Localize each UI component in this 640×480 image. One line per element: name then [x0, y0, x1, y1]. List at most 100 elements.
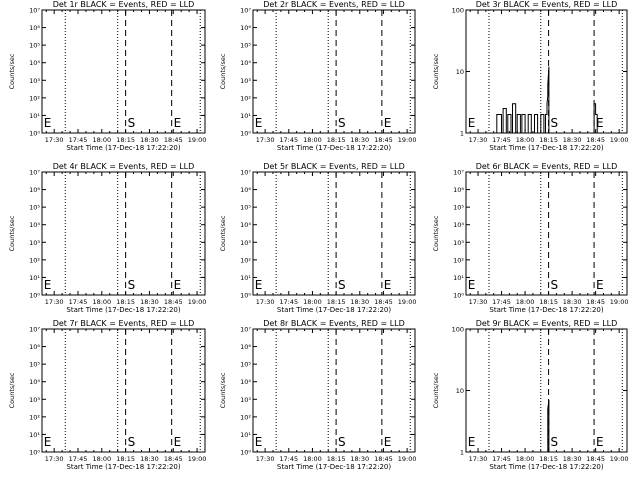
y-tick-label: 10⁰	[240, 130, 251, 138]
y-axis-label: Counts/sec	[432, 215, 440, 251]
marker-label: E	[384, 435, 392, 449]
marker-label: S	[338, 435, 346, 449]
y-axis-label: Counts/sec	[8, 53, 16, 89]
x-tick-label: 19:00	[188, 455, 207, 463]
x-axis-label: Start Time (17-Dec-18 17:22:20)	[489, 463, 603, 471]
x-axis-label: Start Time (17-Dec-18 17:22:20)	[489, 306, 603, 314]
plot-frame	[252, 328, 416, 453]
marker-label: E	[174, 116, 182, 130]
y-tick-label: 10¹	[29, 112, 40, 120]
y-tick-label: 10¹	[29, 274, 40, 282]
x-tick-label: 18:30	[140, 136, 159, 144]
y-tick-label: 10²	[240, 94, 251, 102]
y-tick-label: 10⁴	[240, 378, 251, 386]
y-axis-label: Counts/sec	[432, 372, 440, 408]
y-tick-label: 10⁷	[240, 326, 251, 334]
y-tick-label: 10⁴	[29, 378, 40, 386]
y-tick-label: 10⁷	[29, 169, 40, 177]
x-tick-label: 17:30	[45, 136, 64, 144]
x-tick-label: 18:00	[303, 298, 322, 306]
x-tick-label: 18:00	[92, 136, 111, 144]
y-tick-label: 10⁷	[29, 326, 40, 334]
y-axis-label: Counts/sec	[8, 215, 16, 251]
x-tick-label: 18:45	[374, 455, 393, 463]
x-tick-label: 18:00	[303, 136, 322, 144]
detector-panel: Det 9r BLACK = Events, RED = LLD E S E 17:30…	[432, 319, 629, 471]
x-tick-label: 18:00	[92, 298, 111, 306]
x-axis-label: Start Time (17-Dec-18 17:22:20)	[277, 144, 391, 152]
marker-label: S	[338, 116, 346, 130]
y-tick-label: 10²	[453, 256, 464, 264]
y-axis-label: Counts/sec	[219, 215, 227, 251]
marker-label: E	[174, 435, 182, 449]
marker-label: E	[468, 435, 476, 449]
x-tick-label: 19:00	[188, 136, 207, 144]
marker-label: E	[596, 278, 604, 292]
x-tick-label: 18:00	[516, 298, 535, 306]
data-series-line	[547, 399, 550, 452]
y-axis-label: Counts/sec	[8, 372, 16, 408]
x-tick-label: 17:30	[469, 455, 488, 463]
marker-label: E	[44, 435, 52, 449]
detector-panel: Det 4r BLACK = Events, RED = LLD E S E 17:30…	[8, 162, 206, 314]
x-tick-label: 17:45	[492, 298, 511, 306]
y-tick-label: 10⁷	[29, 7, 40, 15]
plot-frame	[252, 9, 416, 134]
y-tick-label: 10⁴	[240, 221, 251, 229]
y-tick-label: 10⁵	[29, 42, 40, 50]
plot-frame	[41, 9, 206, 134]
panel-title: Det 2r BLACK = Events, RED = LLD	[263, 0, 405, 9]
x-tick-label: 18:15	[539, 298, 558, 306]
x-tick-label: 17:30	[45, 455, 64, 463]
y-tick-label: 10⁶	[29, 186, 40, 194]
y-tick-label: 10³	[29, 396, 40, 404]
plot-frame	[41, 328, 206, 453]
panel-title: Det 4r BLACK = Events, RED = LLD	[53, 162, 195, 171]
marker-label: E	[468, 278, 476, 292]
data-series-line	[496, 66, 598, 134]
x-tick-label: 17:30	[256, 298, 275, 306]
y-tick-label: 10⁴	[240, 59, 251, 67]
marker-label: S	[128, 278, 136, 292]
y-tick-label: 1	[460, 130, 464, 138]
marker-label: E	[255, 278, 263, 292]
x-tick-label: 18:45	[374, 298, 393, 306]
x-tick-label: 19:00	[610, 455, 629, 463]
y-tick-label: 100	[452, 7, 464, 15]
x-tick-label: 18:30	[563, 136, 582, 144]
x-tick-label: 19:00	[610, 298, 629, 306]
x-tick-label: 17:45	[492, 455, 511, 463]
x-tick-label: 18:45	[164, 455, 183, 463]
y-tick-label: 100	[452, 326, 464, 334]
x-tick-label: 18:15	[327, 298, 346, 306]
x-tick-label: 18:15	[327, 455, 346, 463]
y-tick-label: 10	[456, 68, 464, 76]
y-tick-label: 10	[456, 387, 464, 395]
marker-label: E	[44, 116, 52, 130]
x-tick-label: 18:00	[303, 455, 322, 463]
x-tick-label: 18:15	[116, 298, 135, 306]
y-tick-label: 10⁰	[29, 449, 40, 457]
marker-label: S	[128, 116, 136, 130]
x-tick-label: 17:30	[45, 298, 64, 306]
y-tick-label: 10⁵	[240, 42, 251, 50]
x-tick-label: 17:45	[69, 136, 88, 144]
x-axis-label: Start Time (17-Dec-18 17:22:20)	[489, 144, 603, 152]
marker-label: E	[384, 278, 392, 292]
x-tick-label: 18:15	[539, 455, 558, 463]
y-tick-label: 10⁵	[453, 204, 464, 212]
y-tick-label: 10⁰	[453, 292, 464, 300]
x-tick-label: 19:00	[188, 298, 207, 306]
x-tick-label: 17:30	[256, 136, 275, 144]
detector-panel: Det 6r BLACK = Events, RED = LLD E S E 17:30…	[432, 162, 629, 314]
y-tick-label: 10⁶	[29, 24, 40, 32]
x-tick-label: 18:30	[140, 455, 159, 463]
y-tick-label: 10⁴	[29, 59, 40, 67]
y-tick-label: 10⁷	[240, 169, 251, 177]
y-tick-label: 10⁰	[240, 292, 251, 300]
y-tick-label: 10²	[29, 94, 40, 102]
y-tick-label: 10¹	[453, 274, 464, 282]
panel-title: Det 6r BLACK = Events, RED = LLD	[476, 162, 618, 171]
x-tick-label: 18:30	[563, 455, 582, 463]
